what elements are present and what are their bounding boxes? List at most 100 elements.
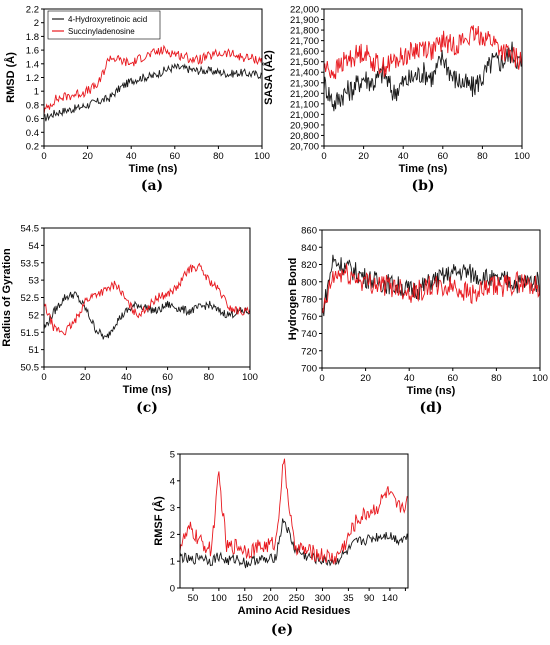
y-tick-label: 800 <box>301 277 317 288</box>
y-tick-label: 840 <box>301 243 317 254</box>
y-tick-label: 3 <box>170 503 175 514</box>
y-tick-label: 720 <box>301 346 317 357</box>
legend: 4-Hydroxyretinoic acid Succinyladenosine <box>47 10 161 40</box>
y-tick-label: 21,900 <box>290 15 319 26</box>
plot-frame <box>321 229 541 369</box>
panel-b: 0 20 40 60 80 100 20,70020,80020,90021,00021,1… <box>262 5 530 195</box>
series-line-black <box>179 518 409 569</box>
y-tick-label: 51.5 <box>21 328 40 339</box>
series-line-black <box>323 41 523 112</box>
y-axis-label: RMSD (Å) <box>4 52 17 103</box>
y-tick-label: 0.4 <box>26 128 39 139</box>
y-tick-label: 1.6 <box>26 46 39 57</box>
y-tick-label: 780 <box>301 295 317 306</box>
y-tick-label: 5 <box>170 450 175 461</box>
x-tick-label: 300 <box>315 593 331 604</box>
y-axis-label: RMSF (Å) <box>152 496 165 546</box>
series-line-red <box>43 262 251 336</box>
panel-c: 0 20 40 60 80 100 50.5 51 51.5 52 52.5 53 53.5 54 54.5… <box>1 224 258 417</box>
x-tick-label: 0 <box>319 373 324 384</box>
series-line-black <box>321 254 541 317</box>
y-tick-label: 20,800 <box>290 131 319 142</box>
panel-caption: (a) <box>141 178 163 194</box>
x-tick-label: 100 <box>254 151 270 162</box>
y-tick-label: 2 <box>34 18 39 29</box>
panel-caption: (c) <box>136 400 158 416</box>
panel-a: 0 20 40 60 80 100 0.2 0.4 0.6 0.8 1 1.2 1.4 1.6 1.8 2 2.… <box>4 5 270 195</box>
x-tick-label: 60 <box>438 151 449 162</box>
x-tick-label: 80 <box>213 151 224 162</box>
x-axis-label: Time (ns) <box>123 384 172 396</box>
y-tick-label: 52.5 <box>21 293 40 304</box>
y-tick-label: 52 <box>28 310 39 321</box>
y-tick-label: 0.6 <box>26 114 39 125</box>
y-tick-label: 1.8 <box>26 32 39 43</box>
y-tick-label: 740 <box>301 329 317 340</box>
legend-box <box>47 10 161 40</box>
series-line-red <box>179 458 409 565</box>
y-tick-label: 21,500 <box>290 57 319 68</box>
plot-frame <box>323 8 523 147</box>
x-tick-label: 80 <box>491 373 502 384</box>
x-tick-label: 100 <box>514 151 530 162</box>
x-tick-label: 90 <box>364 593 375 604</box>
y-tick-label: 2 <box>170 530 175 541</box>
y-tick-label: 54.5 <box>21 224 40 235</box>
y-tick-label: 21,000 <box>290 110 319 121</box>
series-line-black <box>43 291 251 340</box>
legend-label: 4-Hydroxyretinoic acid <box>68 15 147 24</box>
legend-label: Succinyladenosine <box>68 27 135 36</box>
y-tick-label: 53.5 <box>21 258 40 269</box>
y-tick-label: 50.5 <box>21 363 40 374</box>
y-axis-label: SASA (Å2) <box>262 50 275 105</box>
y-tick-label: 700 <box>301 364 317 375</box>
x-tick-label: 35 <box>343 593 354 604</box>
series-line-red <box>323 25 523 80</box>
x-tick-label: 0 <box>41 372 46 383</box>
x-axis-label: Time (ns) <box>407 385 456 397</box>
x-tick-label: 100 <box>242 372 258 383</box>
x-tick-label: 140 <box>382 593 398 604</box>
x-tick-label: 20 <box>80 372 91 383</box>
y-tick-label: 53 <box>28 276 39 287</box>
y-tick-label: 1 <box>170 557 175 568</box>
x-tick-label: 150 <box>237 593 253 604</box>
y-axis-label: Radius of Gyration <box>1 248 13 347</box>
plot-frame <box>43 227 251 368</box>
y-tick-label: 1.4 <box>26 59 39 70</box>
y-tick-label: 1.2 <box>26 73 39 84</box>
y-tick-label: 21,600 <box>290 47 319 58</box>
series-line-succinyladenosine <box>43 44 263 115</box>
x-axis-label: Time (ns) <box>399 163 448 175</box>
x-tick-label: 250 <box>289 593 305 604</box>
y-tick-label: 21,800 <box>290 26 319 37</box>
y-tick-label: 51 <box>28 345 39 356</box>
x-tick-label: 100 <box>211 593 227 604</box>
series-line-red <box>321 263 541 313</box>
y-tick-label: 2.2 <box>26 5 39 16</box>
x-tick-label: 40 <box>404 373 415 384</box>
x-tick-label: 60 <box>448 373 459 384</box>
y-tick-label: 54 <box>28 241 39 252</box>
y-tick-label: 21,700 <box>290 36 319 47</box>
panel-caption: (e) <box>271 622 293 638</box>
x-tick-label: 100 <box>532 373 548 384</box>
y-tick-label: 20,700 <box>290 142 319 153</box>
x-tick-label: 80 <box>204 372 215 383</box>
panel-d: 0 20 40 60 80 100 700 720 740 760 780 800 820 840 860 T… <box>287 226 548 417</box>
y-tick-label: 4 <box>170 476 175 487</box>
panel-e: 50 100 150 200 250 300 35 90 140 0 1 2 3 4 5 Amino Acid… <box>152 450 409 638</box>
y-tick-label: 860 <box>301 226 317 237</box>
y-tick-label: 21,200 <box>290 89 319 100</box>
series-line-4-hydroxyretinoic-acid <box>43 62 263 122</box>
y-tick-label: 0 <box>170 584 175 595</box>
x-tick-label: 0 <box>321 151 326 162</box>
x-tick-label: 20 <box>360 373 371 384</box>
x-tick-label: 200 <box>263 593 279 604</box>
x-tick-label: 40 <box>126 151 137 162</box>
x-tick-label: 80 <box>477 151 488 162</box>
y-axis-label: Hydrogen Bond <box>287 258 299 341</box>
x-tick-label: 50 <box>188 593 199 604</box>
y-tick-label: 760 <box>301 312 317 323</box>
